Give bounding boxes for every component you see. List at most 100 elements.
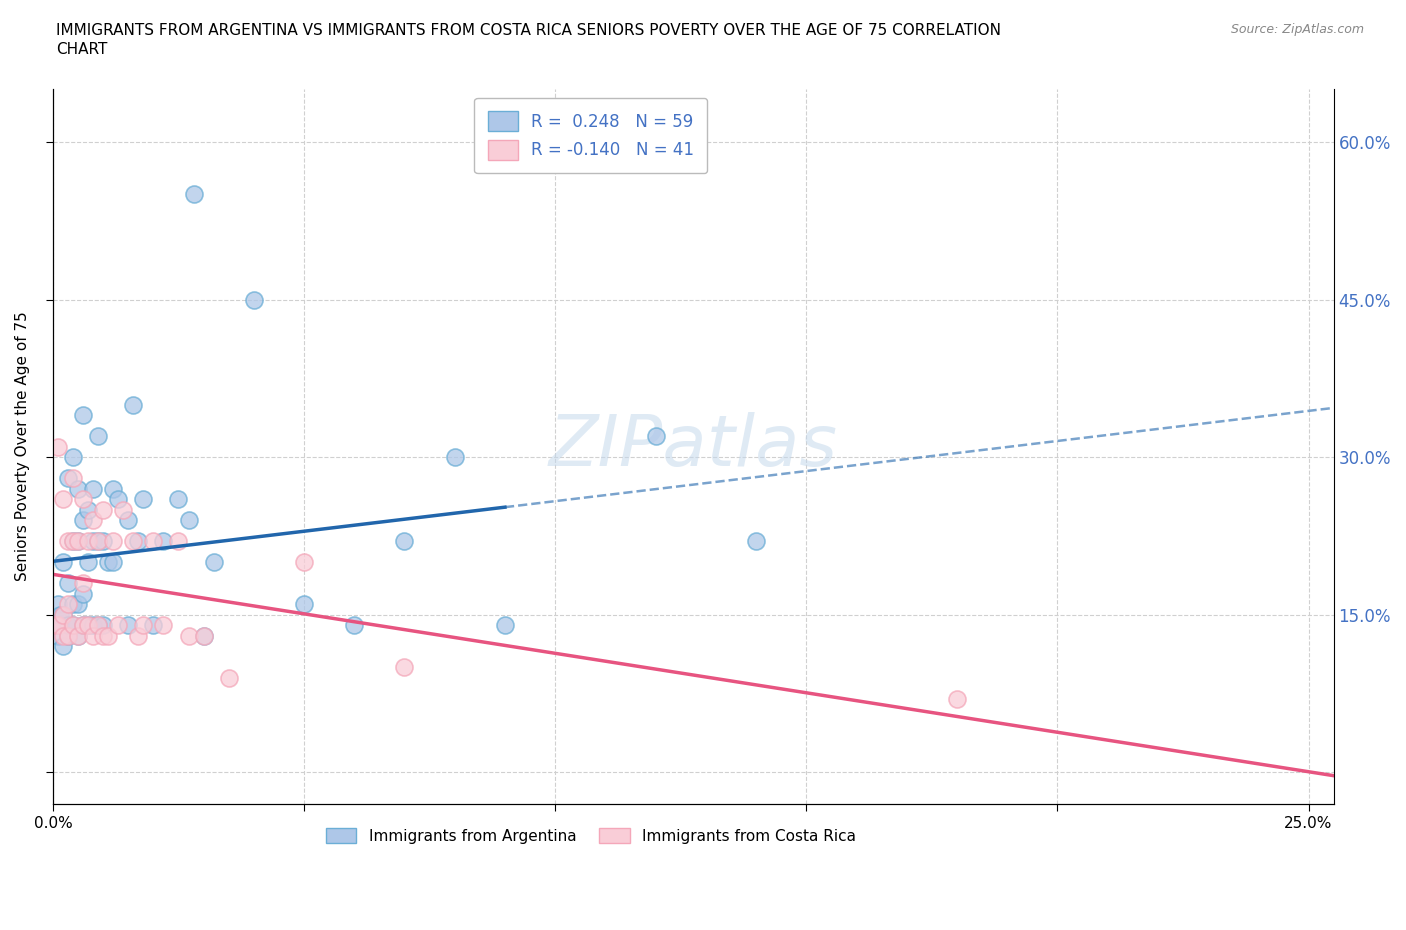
Point [292,597,315,612]
Point [52,629,75,644]
Point [72,576,94,591]
Point [72,407,94,422]
Legend: Immigrants from Argentina, Immigrants from Costa Rica: Immigrants from Argentina, Immigrants fr… [319,821,862,850]
Point [107,492,129,507]
Point [52,555,75,570]
Point [91,534,114,549]
Text: Source: ZipAtlas.com: Source: ZipAtlas.com [1230,23,1364,36]
Point [132,492,155,507]
Point [745,534,768,549]
Point [97,629,120,644]
Point [49,607,72,622]
Point [52,639,75,654]
Point [62,618,84,632]
Point [218,671,240,685]
Point [62,471,84,485]
Point [77,555,100,570]
Point [77,534,100,549]
Point [87,618,110,632]
Point [183,187,205,202]
Point [56,471,79,485]
Point [494,618,516,632]
Point [77,618,100,632]
Point [46,629,69,644]
Point [112,502,135,517]
Point [46,439,69,454]
Point [72,512,94,527]
Point [97,555,120,570]
Point [202,555,225,570]
Point [62,597,84,612]
Point [122,397,145,412]
Point [167,492,190,507]
Point [132,618,155,632]
Point [66,534,89,549]
Point [72,618,94,632]
Point [243,292,266,307]
Point [56,618,79,632]
Point [122,534,145,549]
Point [46,618,69,632]
Point [117,512,139,527]
Point [127,534,149,549]
Point [52,607,75,622]
Point [66,597,89,612]
Point [91,502,114,517]
Point [152,534,174,549]
Point [62,534,84,549]
Text: ZIPatlas: ZIPatlas [548,412,838,481]
Point [103,534,125,549]
Point [87,534,110,549]
Point [946,691,969,706]
Point [87,618,110,632]
Y-axis label: Seniors Poverty Over the Age of 75: Seniors Poverty Over the Age of 75 [15,312,30,581]
Point [142,534,165,549]
Point [167,534,190,549]
Point [103,555,125,570]
Point [66,629,89,644]
Point [62,534,84,549]
Point [177,512,200,527]
Point [56,629,79,644]
Point [52,607,75,622]
Point [117,618,139,632]
Point [77,618,100,632]
Point [193,629,215,644]
Point [82,618,104,632]
Point [62,618,84,632]
Point [49,618,72,632]
Point [66,534,89,549]
Point [394,534,416,549]
Point [82,512,104,527]
Point [46,597,69,612]
Point [62,450,84,465]
Point [82,629,104,644]
Point [193,629,215,644]
Point [87,534,110,549]
Point [343,618,366,632]
Point [66,481,89,496]
Point [56,576,79,591]
Point [91,618,114,632]
Point [177,629,200,644]
Point [142,618,165,632]
Text: CHART: CHART [56,42,108,57]
Point [292,555,315,570]
Point [66,629,89,644]
Point [91,629,114,644]
Point [44,618,66,632]
Point [103,481,125,496]
Point [72,492,94,507]
Text: IMMIGRANTS FROM ARGENTINA VS IMMIGRANTS FROM COSTA RICA SENIORS POVERTY OVER THE: IMMIGRANTS FROM ARGENTINA VS IMMIGRANTS … [56,23,1001,38]
Point [56,597,79,612]
Point [77,502,100,517]
Point [44,618,66,632]
Point [644,429,666,444]
Point [443,450,465,465]
Point [72,586,94,601]
Point [82,534,104,549]
Point [127,629,149,644]
Point [82,481,104,496]
Point [107,618,129,632]
Point [56,629,79,644]
